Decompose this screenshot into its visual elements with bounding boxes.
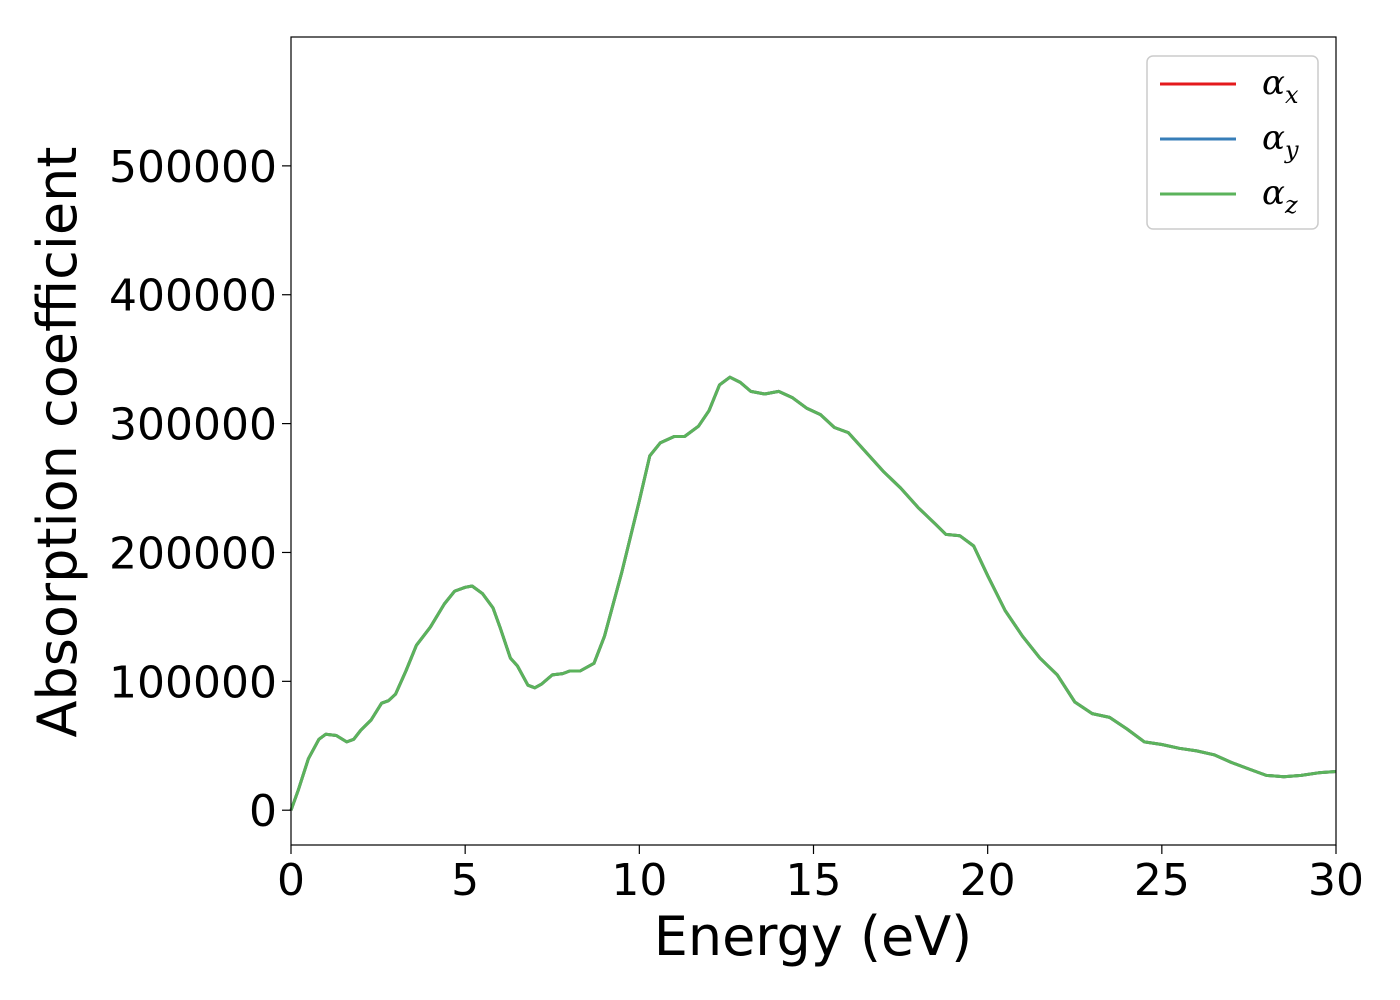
x-tick-label: 0 [277, 855, 305, 906]
x-tick-label: 15 [786, 855, 842, 906]
y-tick-label: 200000 [109, 528, 277, 579]
series-layer [289, 375, 1337, 811]
y-tick-label: 300000 [109, 400, 277, 451]
legend-box [1146, 55, 1319, 230]
series-line-alpha-z [289, 375, 1337, 811]
x-tick-label: 5 [451, 855, 479, 906]
legend-subscript: x [1285, 81, 1299, 109]
legend-subscript: y [1284, 136, 1299, 164]
y-tick-label: 500000 [109, 142, 277, 193]
y-axis-label: Absorption coefficient [26, 147, 89, 738]
y-tick-label: 0 [249, 786, 277, 837]
y-tick-label: 400000 [109, 271, 277, 322]
x-tick-label: 10 [611, 855, 667, 906]
y-axis-ticks: 0 100000 200000 300000 400000 500000 [109, 142, 291, 837]
x-tick-label: 20 [960, 855, 1016, 906]
legend-subscript: z [1284, 191, 1298, 219]
x-tick-label: 25 [1134, 855, 1190, 906]
x-tick-label: 30 [1308, 855, 1364, 906]
y-tick-label: 100000 [109, 657, 277, 708]
x-axis-label: Energy (eV) [654, 905, 973, 968]
x-axis-ticks: 0 5 10 15 20 25 30 [277, 845, 1364, 906]
